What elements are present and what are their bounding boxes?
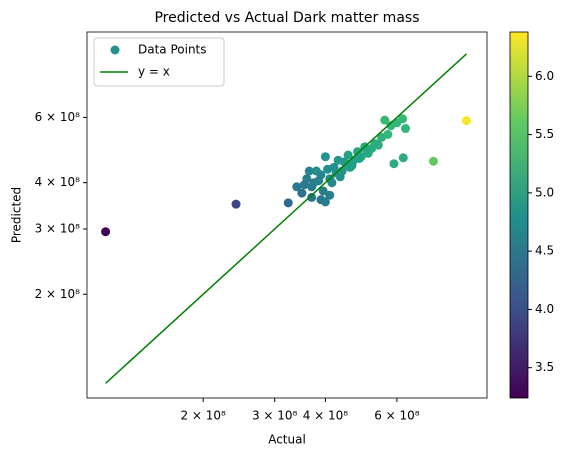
y-tick-label: 3 × 10⁸ <box>35 222 81 236</box>
y-tick-label: 4 × 10⁸ <box>35 175 81 189</box>
data-point <box>304 166 314 176</box>
data-point <box>398 153 408 163</box>
y-tick-label: 6 × 10⁸ <box>35 110 81 124</box>
x-tick-label: 6 × 10⁸ <box>374 409 420 423</box>
x-tick-label: 2 × 10⁸ <box>180 409 226 423</box>
data-point <box>401 124 411 134</box>
colorbar-tick-label: 6.0 <box>535 69 554 83</box>
data-point <box>327 178 337 188</box>
chart-title: Predicted vs Actual Dark matter mass <box>154 10 419 26</box>
data-point <box>362 145 372 155</box>
y-axis-label: Predicted <box>10 187 24 243</box>
colorbar-tick-label: 4.0 <box>535 302 554 316</box>
data-point <box>347 161 357 171</box>
data-point <box>380 115 390 125</box>
legend-label: y = x <box>138 65 170 79</box>
legend-box <box>93 37 225 87</box>
data-point <box>325 190 335 200</box>
data-point <box>307 192 317 202</box>
data-point <box>373 140 383 150</box>
data-point <box>383 129 393 139</box>
colorbar-tick-label: 5.0 <box>535 185 554 199</box>
identity-line <box>105 53 467 384</box>
data-point <box>320 197 330 207</box>
x-tick-label: 3 × 10⁸ <box>252 409 298 423</box>
data-point <box>461 116 471 126</box>
data-point <box>428 156 438 166</box>
legend-label: Data Points <box>138 43 207 57</box>
data-point <box>101 227 111 237</box>
x-axis-label: Actual <box>268 433 306 447</box>
colorbar-tick-label: 3.5 <box>535 360 554 374</box>
data-point <box>389 159 399 169</box>
legend-marker <box>110 45 120 55</box>
plot-frame <box>86 31 488 399</box>
data-point <box>343 150 353 160</box>
data-point <box>297 188 307 198</box>
legend: Data Points y = x <box>93 37 225 87</box>
data-point <box>283 198 293 208</box>
data-point <box>231 199 241 209</box>
data-point <box>292 182 302 192</box>
x-tick-label: 4 × 10⁸ <box>303 409 349 423</box>
colorbar-tick-label: 5.5 <box>535 127 554 141</box>
colorbar <box>509 31 529 399</box>
data-point <box>314 176 324 186</box>
y-tick-label: 2 × 10⁸ <box>35 287 81 301</box>
data-point <box>299 180 309 190</box>
data-point <box>323 164 333 174</box>
data-point <box>354 153 364 163</box>
data-point <box>320 152 330 162</box>
colorbar-tick-label: 4.5 <box>535 244 554 258</box>
data-point <box>318 186 328 196</box>
data-point <box>398 114 408 124</box>
